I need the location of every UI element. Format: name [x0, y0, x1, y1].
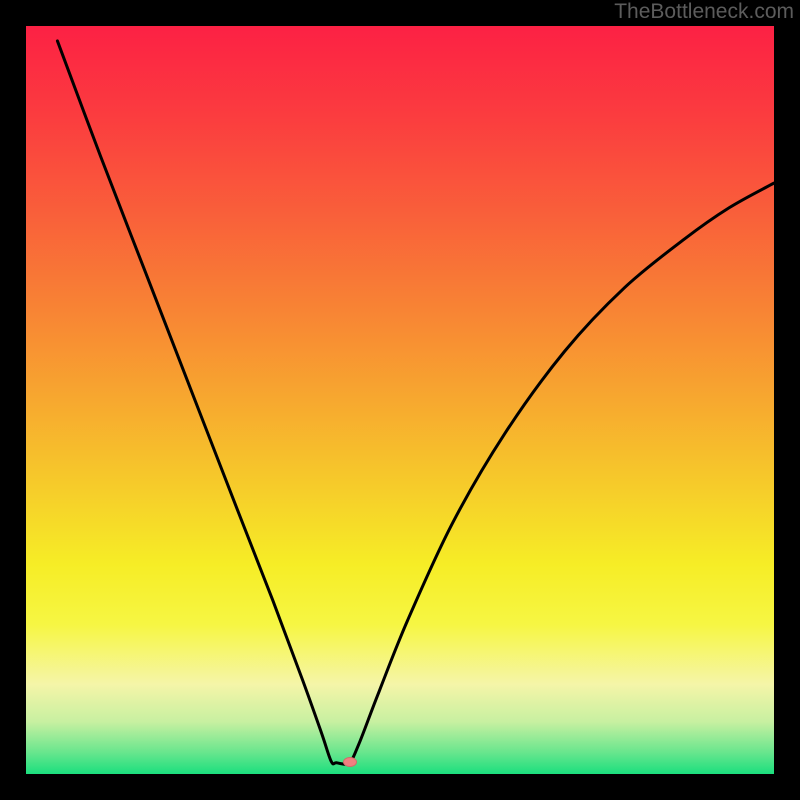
watermark-text: TheBottleneck.com [614, 0, 794, 24]
border-left [0, 0, 26, 800]
optimal-point-marker [343, 757, 357, 767]
chart-background [26, 26, 774, 774]
border-right [774, 0, 800, 800]
border-bottom [0, 774, 800, 800]
chart-frame: TheBottleneck.com [0, 0, 800, 800]
